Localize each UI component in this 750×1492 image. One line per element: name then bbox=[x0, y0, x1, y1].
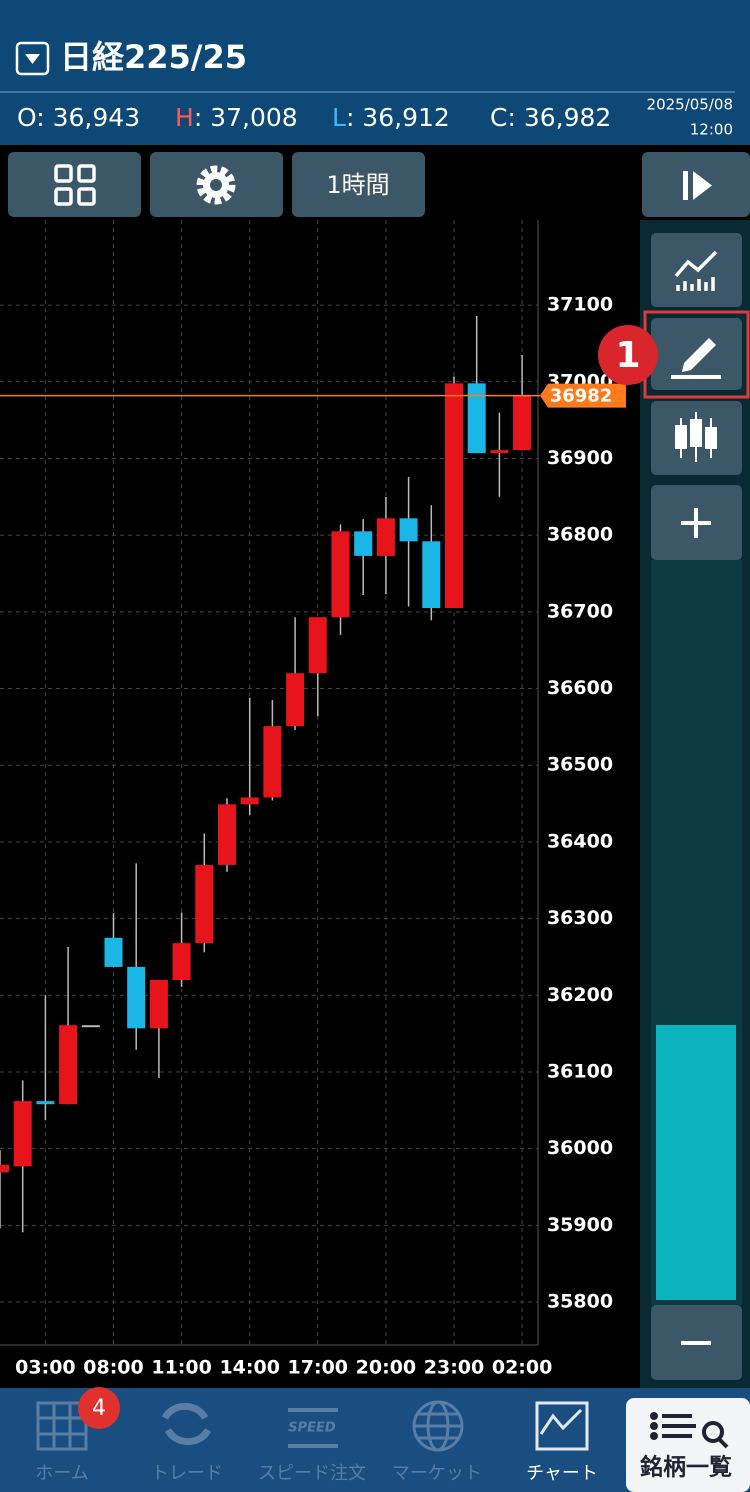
pencil-icon bbox=[671, 338, 721, 379]
candle-body bbox=[59, 1025, 78, 1105]
y-tick-label: 36300 bbox=[547, 907, 613, 929]
x-tick-label: 14:00 bbox=[219, 1357, 279, 1379]
nav-icons bbox=[36, 1400, 589, 1452]
grid-icon bbox=[54, 164, 96, 206]
x-tick-label: 17:00 bbox=[288, 1357, 348, 1379]
interval-label: 1時間 bbox=[326, 171, 389, 199]
dropdown-arrow bbox=[25, 54, 40, 64]
nav-tab-label[interactable]: チャート bbox=[526, 1463, 598, 1484]
x-tick-label: 03:00 bbox=[15, 1357, 75, 1379]
y-tick-label: 36600 bbox=[547, 677, 613, 699]
ohlc-item: H: 37,008 bbox=[175, 103, 298, 132]
candle-body bbox=[218, 804, 236, 865]
candle-body bbox=[0, 1164, 9, 1173]
dropdown-icon[interactable] bbox=[15, 41, 50, 76]
badge-count: 4 bbox=[92, 1396, 106, 1421]
candle-body bbox=[286, 673, 305, 727]
symbol-title[interactable]: 日経225/25 bbox=[60, 38, 247, 76]
x-tick-label: 23:00 bbox=[424, 1357, 484, 1379]
candle-body bbox=[127, 966, 146, 1029]
x-tick-label: 08:00 bbox=[83, 1357, 143, 1379]
ohlc-label: C bbox=[490, 103, 507, 132]
candle-body bbox=[445, 383, 463, 609]
candle-body bbox=[195, 864, 214, 944]
y-tick-label: 37100 bbox=[547, 294, 613, 316]
ohlc-value: : 36,943 bbox=[36, 103, 140, 132]
y-tick-label: 36700 bbox=[547, 600, 613, 622]
candle-body bbox=[308, 617, 327, 674]
y-tick-label: 36200 bbox=[547, 984, 613, 1006]
y-tick-label: 36800 bbox=[547, 524, 613, 546]
x-tick-label: 20:00 bbox=[356, 1357, 416, 1379]
interval-button[interactable] bbox=[292, 152, 425, 217]
candle-body bbox=[513, 395, 532, 451]
candle-body bbox=[13, 1101, 32, 1167]
badge bbox=[78, 1387, 120, 1429]
y-tick-label: 35800 bbox=[547, 1291, 613, 1313]
tabs: ホーム トレード スピード注文 マーケット チャート bbox=[35, 1463, 598, 1484]
header bbox=[0, 0, 750, 145]
candle-body bbox=[354, 531, 373, 556]
y-tick-label: 35900 bbox=[547, 1214, 613, 1236]
ohlc-value: : 36,912 bbox=[346, 103, 450, 132]
y-tick-label: 36400 bbox=[547, 830, 613, 852]
candle-icon bbox=[675, 412, 717, 462]
date: 2025/05/08 bbox=[647, 96, 733, 114]
list-button[interactable] bbox=[626, 1398, 750, 1492]
candle-body bbox=[104, 937, 123, 967]
annotation-circle bbox=[598, 325, 658, 385]
speed-icon-text: SPEED bbox=[288, 1421, 336, 1436]
ohlc-value: : 37,008 bbox=[194, 103, 298, 132]
annotation-number: 1 bbox=[615, 335, 640, 376]
list-icon bbox=[650, 1412, 729, 1449]
candle-body bbox=[422, 541, 441, 609]
x-tick-label: 11:00 bbox=[151, 1357, 211, 1379]
play-icon bbox=[683, 171, 712, 200]
candle-body bbox=[149, 979, 168, 1029]
y-tick-label: 36000 bbox=[547, 1137, 613, 1159]
bottom-nav bbox=[0, 1388, 750, 1492]
candle-body bbox=[399, 518, 418, 542]
nav-tab-label[interactable]: マーケット bbox=[392, 1463, 482, 1484]
ohlc-label: H bbox=[175, 103, 194, 132]
candle-body bbox=[263, 726, 282, 798]
current-price-label: 36982 bbox=[550, 386, 613, 407]
ohlc-item: O: 36,943 bbox=[17, 103, 140, 132]
ohlc-value: : 36,982 bbox=[507, 103, 611, 132]
list-button-label: 銘柄一覧 bbox=[640, 1454, 732, 1481]
candle-body bbox=[331, 531, 350, 618]
nav-tab-label[interactable]: トレード bbox=[151, 1463, 223, 1484]
candle-body bbox=[490, 450, 509, 454]
candle-body bbox=[240, 797, 259, 805]
zoom-thumb[interactable] bbox=[656, 1025, 736, 1300]
time: 12:00 bbox=[690, 121, 733, 139]
current-price-tag bbox=[540, 383, 626, 408]
nav-tab-label[interactable]: スピード注文 bbox=[258, 1463, 366, 1484]
y-tick-label: 36100 bbox=[547, 1060, 613, 1082]
candle-body bbox=[172, 943, 191, 980]
candle-body bbox=[81, 1025, 100, 1028]
gear-icon bbox=[196, 165, 236, 205]
layout-button[interactable] bbox=[8, 152, 141, 217]
ohlc-label: L bbox=[332, 103, 346, 132]
ohlc-item: C: 36,982 bbox=[490, 103, 611, 132]
candle-body bbox=[376, 518, 395, 556]
candle-body bbox=[467, 383, 486, 454]
y-tick-label: 36900 bbox=[547, 447, 613, 469]
ohlc-item: L: 36,912 bbox=[332, 103, 450, 132]
chart: 35800 35900 36000 36100 36200 36300 36400 36500… bbox=[0, 220, 626, 1379]
nav-tab-label[interactable]: ホーム bbox=[35, 1463, 88, 1484]
candle-body bbox=[36, 1101, 55, 1105]
y-tick-label: 36500 bbox=[547, 754, 613, 776]
indicator-icon bbox=[674, 250, 718, 291]
ohlc-row: O: 36,943 H: 37,008 L: 36,912 C: 36,982 bbox=[17, 103, 611, 132]
ohlc-label: O bbox=[17, 103, 36, 132]
plus-icon bbox=[681, 508, 711, 538]
x-tick-label: 02:00 bbox=[492, 1357, 552, 1379]
